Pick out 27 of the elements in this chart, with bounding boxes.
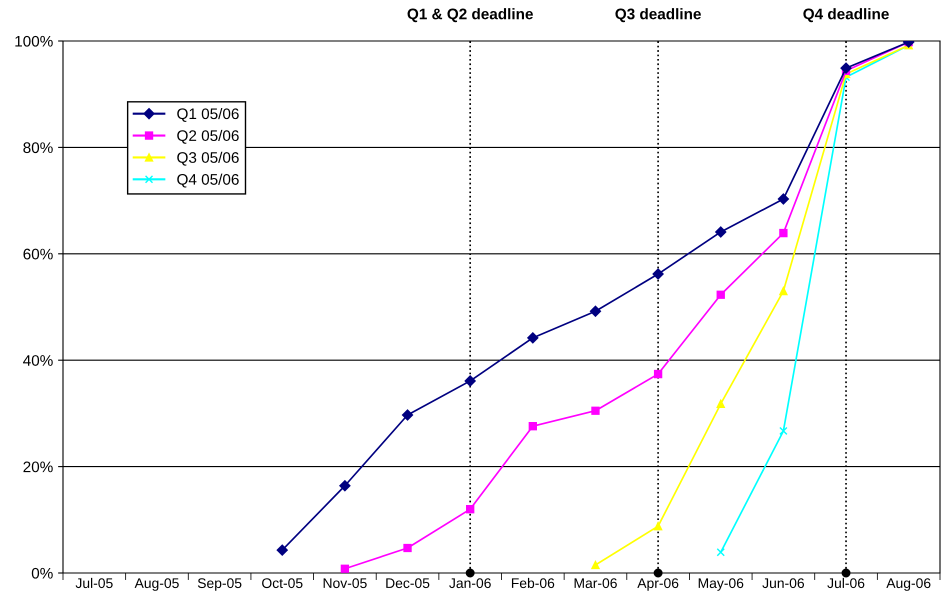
x-tick-label: Dec-05 [386,578,430,588]
x-tick-label: Aug-05 [134,578,179,591]
legend-label: Q2 05/06 [177,130,239,144]
y-tick-label: 0% [32,568,53,579]
x-tick-label: Jul-05 [76,578,113,588]
legend-label: Q3 05/06 [177,152,239,166]
x-tick-label: Jul-06 [827,578,864,588]
ref-line-label: Q3 deadline [615,8,701,22]
y-tick-label: 20% [23,461,53,472]
x-tick-label: Nov-05 [324,578,367,588]
x-tick-label: Mar-06 [574,578,617,588]
x-tick-label: Feb-06 [512,578,554,588]
y-tick-label: 80% [23,142,53,154]
x-tick-label: Jun-06 [762,578,804,588]
y-tick-label: 40% [23,355,53,366]
x-tick-label: Sep-05 [198,578,242,591]
legend-label: Q4 05/06 [177,174,239,188]
x-tick-label: May-06 [698,578,744,591]
legend-label: Q1 05/06 [177,108,239,122]
y-tick-label: 60% [23,248,53,260]
x-tick-label: Apr-06 [637,578,678,591]
x-tick-label: Aug-06 [886,578,930,591]
ref-line-label: Q1 & Q2 deadline [408,8,533,22]
y-tick-label: 100% [15,36,53,47]
x-tick-label: Oct-05 [262,578,303,588]
x-tick-label: Jan-06 [449,578,491,588]
ref-line-label: Q4 deadline [803,8,889,22]
